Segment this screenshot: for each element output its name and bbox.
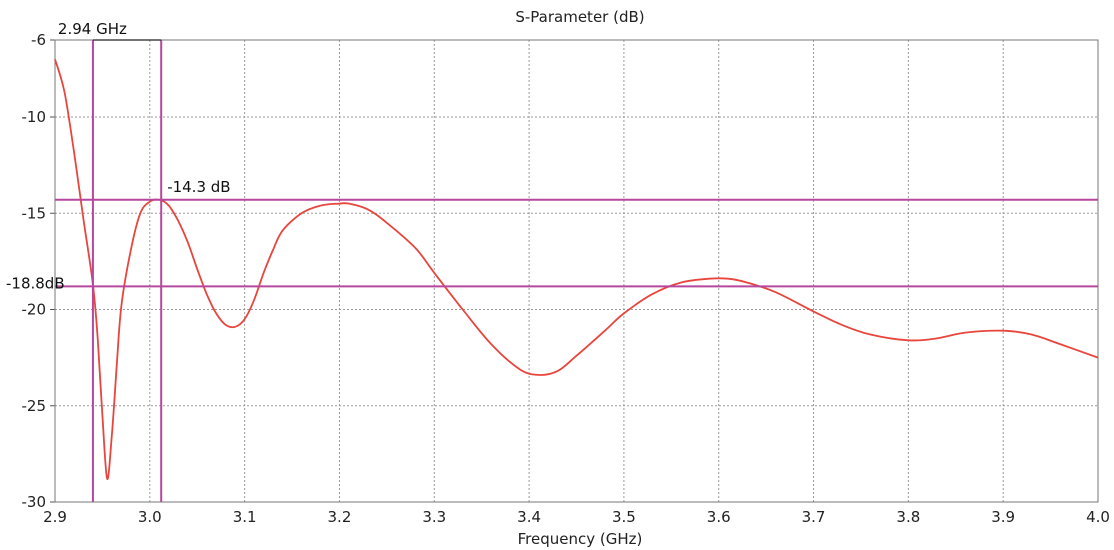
axes bbox=[50, 39, 1099, 503]
marker-lines: -14.3 dB -18.8dB 2.94 GHz bbox=[6, 20, 1098, 502]
horizontal-marker-label: -18.8dB bbox=[6, 274, 65, 292]
x-tick-label: 2.9 bbox=[43, 508, 67, 526]
x-tick-label: 3.5 bbox=[612, 508, 636, 526]
y-tick-label: -30 bbox=[22, 493, 47, 511]
x-tick-label: 3.7 bbox=[802, 508, 826, 526]
x-tick-label: 3.2 bbox=[328, 508, 352, 526]
grid-lines bbox=[55, 40, 1098, 502]
tick-labels: 2.9 3.0 3.1 3.2 3.3 3.4 3.5 3.6 3.7 3.8 3.9 4.0 -6 -1… bbox=[22, 31, 1110, 526]
x-axis-label: Frequency (GHz) bbox=[518, 530, 643, 548]
y-tick-label: -10 bbox=[22, 108, 47, 126]
x-tick-label: 3.0 bbox=[138, 508, 162, 526]
x-tick-label: 3.9 bbox=[991, 508, 1015, 526]
series-layer bbox=[54, 59, 1099, 480]
y-tick-label: -20 bbox=[22, 301, 47, 319]
x-tick-label: 3.4 bbox=[517, 508, 541, 526]
chart-title: S-Parameter (dB) bbox=[515, 8, 644, 26]
x-tick-label: 3.1 bbox=[233, 508, 257, 526]
x-tick-label: 3.8 bbox=[896, 508, 920, 526]
plot-frame bbox=[54, 39, 1099, 503]
series-line bbox=[54, 59, 1099, 480]
x-tick-label: 4.0 bbox=[1086, 508, 1110, 526]
vertical-marker-label: 2.94 GHz bbox=[58, 20, 127, 38]
horizontal-marker-label: -14.3 dB bbox=[167, 178, 230, 196]
x-tick-label: 3.3 bbox=[422, 508, 446, 526]
y-tick-label: -6 bbox=[31, 31, 46, 49]
x-tick-label: 3.6 bbox=[707, 508, 731, 526]
y-tick-label: -15 bbox=[22, 204, 47, 222]
y-tick-label: -25 bbox=[22, 397, 47, 415]
